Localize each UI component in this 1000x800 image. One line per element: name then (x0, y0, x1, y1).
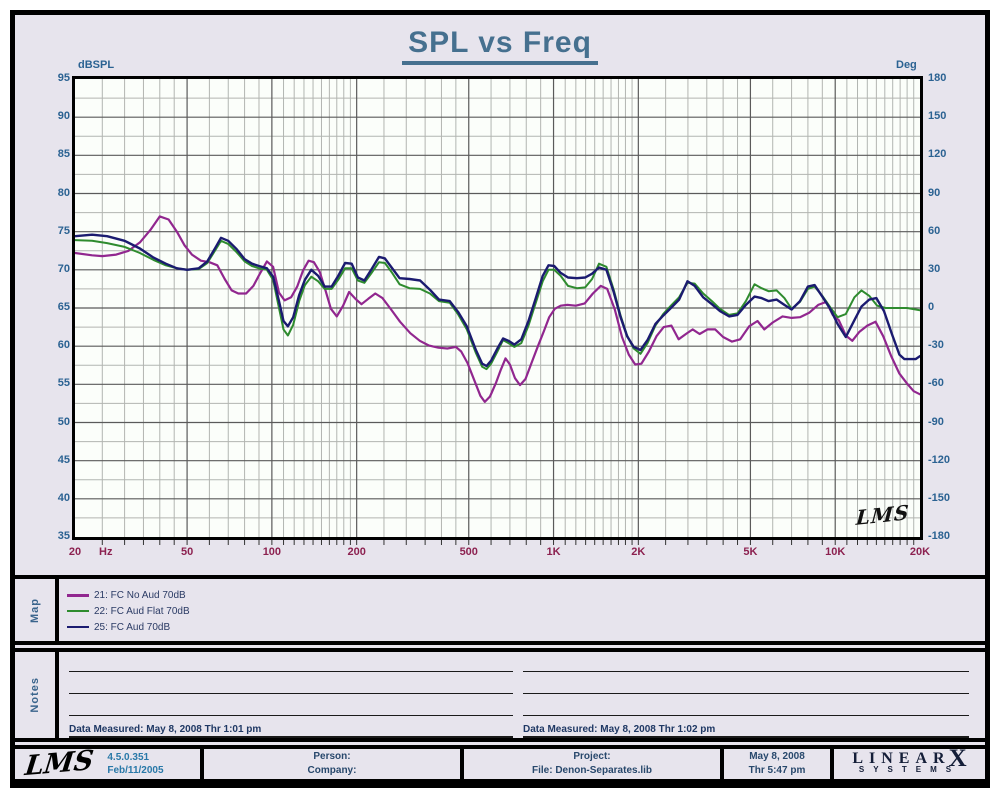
plot-canvas (75, 79, 920, 537)
left-tick-35: 35 (57, 530, 70, 542)
chart-title: SPL vs Freq (402, 26, 598, 65)
map-panel-label-cell: Map (15, 579, 59, 641)
left-tick-95: 95 (57, 72, 70, 84)
right-tick--30: -30 (928, 339, 944, 352)
left-tick-70: 70 (57, 262, 70, 275)
legend-item: 25: FC Aud 70dB (67, 619, 190, 635)
freq-tick-1K: 1K (546, 546, 561, 558)
series-curve-3 (75, 233, 920, 368)
lms-logo: LMS (23, 744, 96, 783)
x-tick-marks (101, 540, 915, 545)
version-block: 4.5.0.351 Feb/11/2005 (107, 751, 163, 777)
legend: 21: FC No Aud 70dB 22: FC Aud Flat 70dB 25… (59, 579, 190, 641)
company-label: Company: (307, 765, 357, 776)
left-tick-60: 60 (57, 339, 70, 352)
right-tick-30: 30 (928, 262, 941, 275)
right-tick-150: 150 (928, 110, 947, 123)
legend-item: 22: FC Aud Flat 70dB (67, 603, 190, 619)
note-line (523, 671, 969, 672)
note-line (69, 671, 513, 672)
app-version-date: Feb/11/2005 (107, 765, 164, 776)
left-tick-65: 65 (57, 301, 70, 313)
map-panel-label: Map (29, 597, 41, 623)
plot-area (72, 76, 923, 540)
linearx-logo: LINEAR X SYSTEMS (852, 744, 967, 777)
data-measured-right: Data Measured: May 8, 2008 Thr 1:02 pm (523, 720, 969, 738)
right-tick-180: 180 (928, 72, 947, 84)
left-tick-85: 85 (57, 148, 70, 161)
series-curve-1 (75, 215, 920, 403)
print-date: May 8, 2008 (749, 751, 805, 762)
right-tick-0: 0 (928, 301, 935, 313)
left-tick-45: 45 (57, 453, 70, 466)
notes-panel: Notes Data Measured: May 8, 2008 Thr 1:0… (15, 648, 985, 742)
right-axis-title: Deg (896, 59, 917, 71)
legend-item-label: 25: FC Aud 70dB (94, 621, 171, 633)
left-tick-90: 90 (57, 110, 70, 123)
right-tick--180: -180 (928, 530, 951, 542)
right-tick--120: -120 (928, 453, 951, 466)
left-tick-40: 40 (57, 491, 70, 504)
print-time: Thr 5:47 pm (748, 765, 806, 776)
left-tick-55: 55 (57, 377, 70, 390)
freq-tick-2K: 2K (631, 546, 646, 558)
data-measured-left: Data Measured: May 8, 2008 Thr 1:01 pm (69, 720, 513, 738)
freq-tick-500: 500 (459, 546, 478, 558)
series-curve-2 (75, 239, 920, 371)
note-line (69, 715, 513, 716)
notes-panel-label-cell: Notes (15, 652, 59, 738)
legend-item-label: 22: FC Aud Flat 70dB (94, 605, 190, 617)
notes-content: Data Measured: May 8, 2008 Thr 1:01 pm D… (59, 652, 985, 738)
footer-bar: LMS 4.5.0.351 Feb/11/2005 Person: Compan… (15, 745, 985, 783)
legend-swatch (67, 626, 89, 628)
legend-item: 21: FC No Aud 70dB (67, 587, 190, 603)
left-tick-75: 75 (57, 224, 70, 237)
right-tick--150: -150 (928, 491, 951, 504)
right-tick--90: -90 (928, 415, 944, 428)
linearx-logo-subtext: SYSTEMS (858, 764, 961, 774)
note-line (69, 693, 513, 694)
project-label: Project: (573, 751, 611, 762)
legend-item-label: 21: FC No Aud 70dB (94, 589, 186, 601)
right-tick-90: 90 (928, 186, 941, 199)
footer-project-cell: Project: File: Denon-Separates.lib (460, 749, 720, 779)
freq-tick-20: 20 (68, 546, 82, 558)
footer-brand-cell: LINEAR X SYSTEMS (830, 744, 985, 779)
legend-swatch (67, 593, 89, 597)
map-panel: Map 21: FC No Aud 70dB 22: FC Aud Flat 70… (15, 575, 985, 645)
app-version: 4.5.0.351 (107, 752, 150, 763)
freq-tick-10K: 10K (825, 546, 846, 558)
file-label: File: Denon-Separates.lib (531, 765, 653, 776)
notes-panel-label: Notes (29, 677, 41, 713)
freq-tick-5K: 5K (743, 546, 758, 558)
legend-swatch (67, 610, 89, 612)
linearx-logo-x: X (948, 744, 967, 772)
left-tick-80: 80 (57, 186, 70, 199)
right-tick-120: 120 (928, 148, 947, 161)
freq-tick-200: 200 (347, 546, 366, 558)
right-tick--60: -60 (928, 377, 944, 390)
left-axis-title: dBSPL (78, 59, 115, 71)
x-axis-unit: Hz (99, 546, 113, 558)
note-line (523, 715, 969, 716)
left-tick-50: 50 (57, 415, 70, 428)
freq-tick-100: 100 (262, 546, 282, 558)
freq-tick-50: 50 (180, 546, 194, 558)
footer-date-cell: May 8, 2008 Thr 5:47 pm (720, 749, 830, 779)
person-label: Person: (313, 751, 351, 762)
right-tick-60: 60 (928, 224, 941, 237)
linearx-logo-text: LINEAR (852, 749, 951, 767)
footer-person-cell: Person: Company: (200, 749, 460, 779)
freq-tick-20K: 20K (909, 546, 931, 558)
note-line (523, 693, 969, 694)
footer-app-cell: LMS 4.5.0.351 Feb/11/2005 (15, 744, 200, 783)
chart-title-row: SPL vs Freq (0, 26, 1000, 65)
